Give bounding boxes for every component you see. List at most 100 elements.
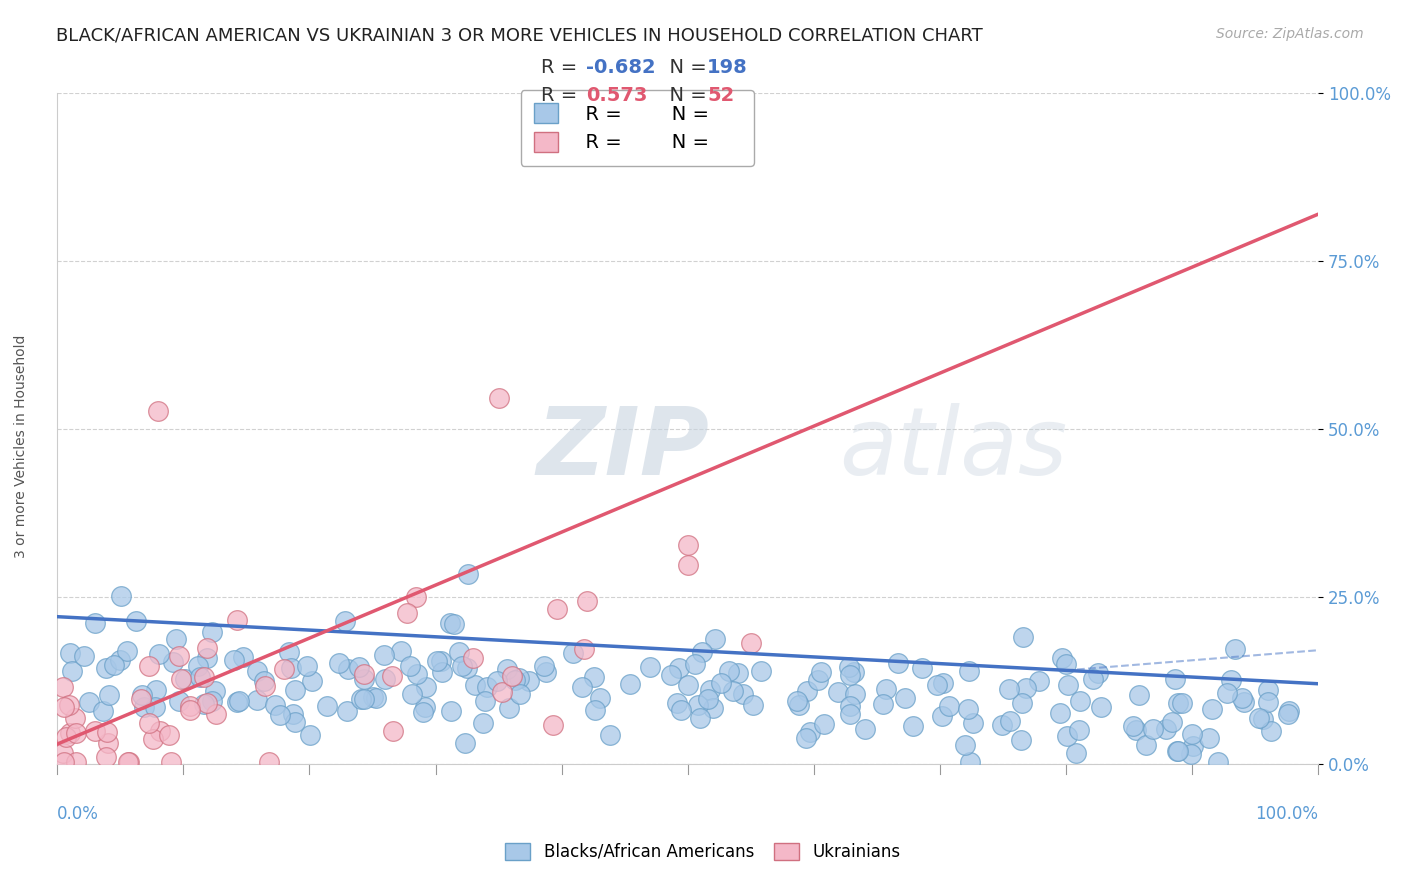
Point [704, 556, 727, 570]
Point [957, 607, 980, 621]
Point [96, 705, 118, 719]
Point [838, 675, 860, 690]
Point [63, 682, 86, 697]
Point [838, 600, 860, 615]
Point [117, 575, 139, 590]
Text: Source: ZipAtlas.com: Source: ZipAtlas.com [1216, 27, 1364, 41]
Point [997, 636, 1019, 650]
Point [413, 665, 436, 679]
Point [742, 662, 765, 676]
Point [129, 652, 152, 666]
Point [475, 633, 498, 648]
Point [1049, 674, 1071, 689]
Point [73, 583, 96, 598]
Point [1069, 655, 1091, 669]
Point [456, 601, 478, 615]
Point [488, 167, 510, 181]
Point [373, 581, 395, 595]
Point [1181, 709, 1204, 723]
Point [574, 571, 596, 585]
Text: ZIP: ZIP [537, 403, 709, 495]
Point [957, 667, 980, 681]
Point [508, 618, 530, 632]
Point [1125, 701, 1147, 715]
Point [1161, 690, 1184, 704]
Point [498, 667, 520, 681]
Point [727, 610, 749, 624]
Point [281, 676, 304, 690]
Point [689, 682, 711, 697]
Point [533, 599, 555, 613]
Point [1167, 657, 1189, 672]
Text: 3 or more Vehicles in Household: 3 or more Vehicles in Household [14, 334, 28, 558]
Point [52, 739, 75, 754]
Point [1011, 552, 1033, 566]
Point [228, 656, 250, 670]
Point [959, 753, 981, 767]
Point [195, 570, 218, 584]
Point [193, 659, 215, 673]
Text: R =: R = [541, 58, 583, 78]
Point [398, 599, 420, 613]
Point [887, 594, 910, 608]
Point [786, 655, 808, 669]
Point [1066, 739, 1088, 754]
Point [60, 607, 83, 622]
Point [839, 664, 862, 678]
Text: R =: R = [541, 86, 583, 105]
Point [451, 599, 474, 614]
Text: 0.573: 0.573 [586, 86, 648, 105]
Point [1182, 729, 1205, 743]
Point [415, 632, 437, 647]
Point [1166, 737, 1188, 751]
Point [583, 669, 606, 683]
Point [457, 450, 479, 465]
Point [149, 703, 172, 717]
Point [253, 632, 276, 646]
Point [998, 688, 1021, 702]
Point [844, 643, 866, 657]
Point [269, 679, 291, 693]
Point [273, 603, 295, 617]
Point [789, 662, 811, 676]
Point [284, 690, 307, 704]
Point [232, 584, 254, 599]
Point [138, 599, 160, 613]
Text: 100.0%: 100.0% [1256, 805, 1319, 822]
Point [1219, 621, 1241, 635]
Point [1011, 657, 1033, 672]
Point [333, 526, 356, 541]
Point [810, 608, 832, 623]
Point [430, 607, 453, 622]
Point [401, 643, 423, 657]
Point [718, 607, 741, 622]
Point [55, 714, 77, 728]
Point [932, 626, 955, 640]
Point [299, 711, 322, 725]
Point [167, 655, 190, 669]
Point [1278, 672, 1301, 686]
Point [108, 589, 131, 603]
Point [204, 676, 226, 690]
Point [710, 625, 733, 640]
Point [170, 620, 193, 634]
Point [84, 529, 107, 543]
Point [284, 637, 307, 651]
Point [903, 695, 925, 709]
Point [576, 493, 599, 508]
Point [1208, 754, 1230, 768]
Point [589, 650, 612, 665]
Point [463, 585, 485, 599]
Point [188, 616, 211, 631]
Point [197, 657, 219, 672]
Text: -0.682: -0.682 [586, 58, 657, 78]
Point [162, 591, 184, 606]
Point [59, 578, 82, 592]
Point [686, 662, 709, 676]
Text: 0.0%: 0.0% [58, 805, 98, 822]
Point [796, 639, 818, 653]
Point [638, 601, 661, 615]
Point [813, 692, 835, 706]
Point [501, 615, 523, 629]
Point [165, 555, 187, 569]
